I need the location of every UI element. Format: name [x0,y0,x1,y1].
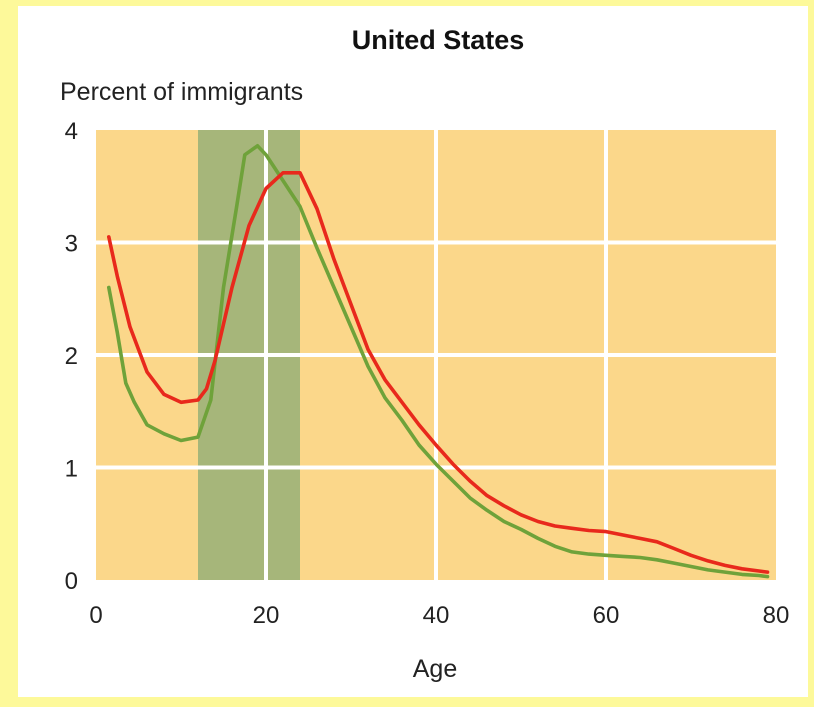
y-tick-label: 2 [65,343,78,370]
series-line-red [107,171,770,574]
y-tick-label: 1 [65,456,78,483]
x-tick-label: 20 [253,602,280,629]
y-tick-label: 4 [65,118,78,145]
y-axis-label: Percent of immigrants [60,78,303,106]
x-tick-label: 40 [423,602,450,629]
y-tick-label: 0 [65,568,78,595]
x-tick-label: 0 [89,602,102,629]
plot-area: 0 20 40 60 80 0 1 2 3 4 [65,118,790,629]
y-tick-label: 3 [65,231,78,258]
x-tick-label: 60 [593,602,620,629]
x-tick-label: 80 [763,602,790,629]
chart-title: United States [352,25,525,55]
series-line-green [107,144,770,579]
x-axis-label: Age [413,655,457,683]
